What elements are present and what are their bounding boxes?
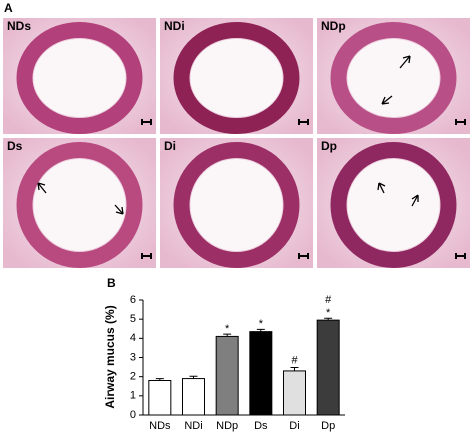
image-label: NDp <box>321 19 346 33</box>
y-tick-label: 2 <box>130 371 136 383</box>
bar <box>316 319 340 416</box>
x-tick-label: NDp <box>216 420 238 432</box>
scale-bar <box>298 119 309 125</box>
y-tick-label: 5 <box>130 313 136 325</box>
error-bar <box>189 375 198 379</box>
arrows <box>37 55 419 215</box>
error-bar <box>290 366 299 371</box>
arrow <box>411 194 419 207</box>
airway-wall <box>330 142 457 268</box>
bar <box>182 378 205 416</box>
x-tick-label: NDi <box>184 420 202 432</box>
panel-label: A <box>4 1 13 15</box>
bar <box>148 380 172 416</box>
airway-lumen <box>347 39 440 117</box>
error-bar <box>155 378 164 381</box>
x-tick-label: Ds <box>254 420 268 432</box>
significance-hash: # <box>325 294 332 306</box>
image-label: NDs <box>7 19 31 33</box>
bar <box>283 370 306 416</box>
error-bar <box>256 328 265 332</box>
airway-wall <box>16 22 143 134</box>
arrow <box>399 55 411 69</box>
significance-hash: # <box>291 354 298 366</box>
y-tick-label: 0 <box>130 409 136 421</box>
significance-star: * <box>326 307 331 319</box>
airway-wall <box>16 142 143 268</box>
scale-bar <box>455 119 466 125</box>
panel-label: B <box>107 276 116 290</box>
arrow <box>37 182 47 194</box>
airway-lumen <box>190 39 283 117</box>
scale-bar <box>141 119 152 125</box>
error-bar <box>223 333 232 337</box>
airway-wall <box>330 22 457 134</box>
scale-bar <box>455 253 466 259</box>
airway-lumen <box>33 159 126 251</box>
y-tick-label: 3 <box>130 351 136 363</box>
arrow <box>381 95 393 105</box>
scale-bar <box>141 253 152 259</box>
bar <box>249 331 273 416</box>
significance-star: * <box>225 323 230 335</box>
image-label: Dp <box>321 139 337 153</box>
x-tick-label: NDs <box>149 420 171 432</box>
x-tick-label: Dp <box>321 420 335 432</box>
image-label: Ds <box>7 139 23 153</box>
airway-wall <box>173 22 300 134</box>
y-tick-label: 6 <box>130 294 136 306</box>
y-axis-label: Airway mucus (%) <box>103 305 117 408</box>
x-tick-label: Di <box>289 420 299 432</box>
airway-lumen <box>33 39 126 117</box>
error-bar <box>324 317 333 321</box>
arrow <box>114 204 124 215</box>
scale-bar <box>298 253 309 259</box>
bar <box>215 335 239 416</box>
significance-star: * <box>259 318 264 330</box>
airway-wall <box>173 142 300 268</box>
image-label: Di <box>164 139 176 153</box>
arrow <box>377 182 386 194</box>
airway-lumen <box>190 159 283 251</box>
image-label: NDi <box>164 19 185 33</box>
y-tick-label: 4 <box>130 332 136 344</box>
y-tick-label: 1 <box>130 390 136 402</box>
airway-lumen <box>347 159 440 251</box>
